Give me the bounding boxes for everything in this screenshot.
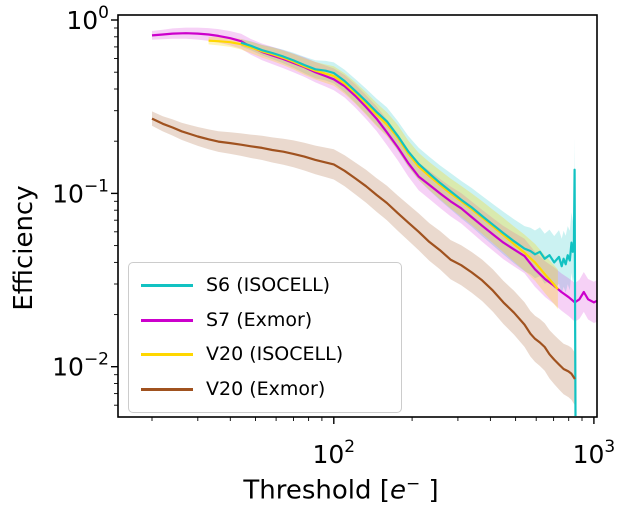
legend-label: S7 (Exmor) <box>206 308 313 331</box>
legend-swatch-v20-isocell <box>141 353 193 357</box>
svg-text:10−1: 10−1 <box>52 176 109 208</box>
legend-label: V20 (ISOCELL) <box>206 343 344 366</box>
legend: S6 (ISOCELL) S7 (Exmor) V20 (ISOCELL) V2… <box>128 262 402 413</box>
x-axis-label: Threshold [e− ] <box>191 474 491 506</box>
legend-label: S6 (ISOCELL) <box>206 273 331 296</box>
legend-swatch-v20-exmor <box>141 388 193 392</box>
legend-item: V20 (Exmor) <box>141 372 389 407</box>
legend-item: S7 (Exmor) <box>141 303 389 338</box>
x-axis-label-sup: − <box>405 474 421 494</box>
legend-item: V20 (ISOCELL) <box>141 338 389 373</box>
x-axis-label-symbol: e <box>389 475 406 506</box>
legend-label: V20 (Exmor) <box>206 378 326 401</box>
legend-swatch-s7-exmor <box>141 318 193 322</box>
y-axis-label: Efficiency <box>9 185 39 311</box>
legend-swatch-s6-isocell <box>141 283 193 287</box>
x-axis-label-close: ] <box>420 475 439 506</box>
legend-item: S6 (ISOCELL) <box>141 268 389 303</box>
x-axis-label-text: Threshold [ <box>243 475 390 506</box>
